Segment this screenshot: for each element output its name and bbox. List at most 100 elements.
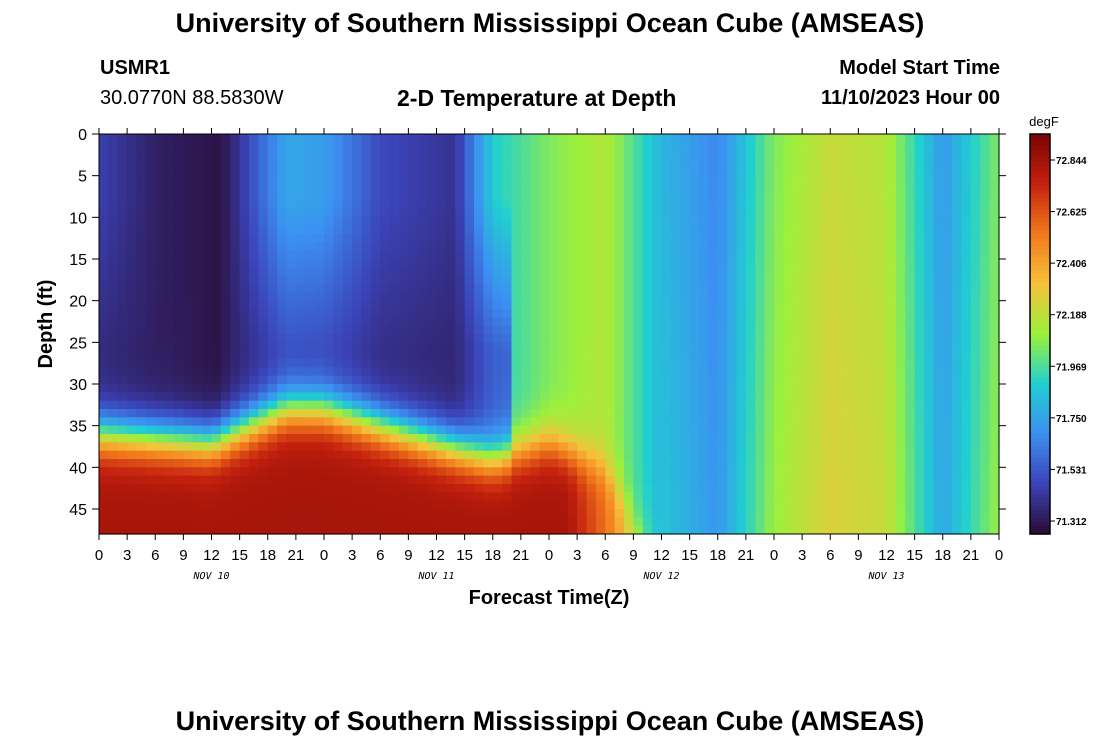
heatmap-cell [745,342,756,352]
heatmap-cell [314,259,325,268]
heatmap-cell [267,434,278,443]
heatmap-cell [108,309,119,318]
heatmap-cell [727,334,738,343]
heatmap-cell [811,350,822,360]
heatmap-cell [436,434,447,443]
heatmap-cell [117,175,128,185]
heatmap-cell [924,184,934,193]
heatmap-cell [933,484,944,493]
x-tick-label: 3 [123,547,131,564]
heatmap-cell [108,467,119,477]
heatmap-cell [802,384,813,393]
heatmap-cell [680,450,691,460]
heatmap-cell [427,267,438,277]
heatmap-cell [427,450,438,460]
heatmap-cell [324,175,334,185]
heatmap-cell [567,359,578,368]
heatmap-cell [305,409,316,418]
heatmap-cell [680,317,691,327]
heatmap-cell [549,234,559,243]
heatmap-cell [333,259,344,268]
heatmap-cell [670,217,681,227]
heatmap-cell [905,525,916,535]
heatmap-cell [155,234,166,243]
heatmap-cell [605,442,616,452]
heatmap-cell [455,309,466,318]
heatmap-cell [727,484,738,493]
heatmap-cell [642,209,653,218]
heatmap-cell [286,467,297,477]
heatmap-cell [736,242,747,252]
heatmap-cell [895,409,906,418]
heatmap-cell [670,134,681,143]
heatmap-cell [736,334,747,343]
heatmap-cell [314,267,325,277]
heatmap-cell [820,475,831,485]
heatmap-cell [370,400,381,410]
heatmap-cell [624,484,634,493]
heatmap-cell [174,342,184,352]
heatmap-cell [820,150,831,160]
heatmap-cell [680,459,691,468]
heatmap-cell [586,392,597,402]
heatmap-cell [520,425,531,435]
heatmap-cell [708,334,719,343]
heatmap-cell [914,509,925,518]
heatmap-cell [764,384,775,393]
heatmap-cell [961,142,972,152]
heatmap-cell [474,484,484,493]
heatmap-cell [830,167,841,177]
heatmap-cell [905,175,916,185]
heatmap-cell [699,392,709,402]
heatmap-cell [924,217,934,227]
heatmap-cell [286,167,297,177]
heatmap-cell [258,342,269,352]
heatmap-cell [483,134,494,143]
heatmap-cell [624,400,634,410]
heatmap-cell [174,200,184,210]
heatmap-cell [230,342,241,352]
heatmap-cell [464,367,475,377]
x-tick-label: 0 [320,547,328,564]
heatmap-cell [117,525,128,535]
heatmap-cell [258,392,269,402]
heatmap-cell [624,292,634,302]
heatmap-cell [717,300,728,310]
heatmap-cell [342,275,353,285]
heatmap-cell [305,375,316,385]
heatmap-cell [258,375,269,385]
heatmap-cell [895,284,906,293]
heatmap-cell [380,450,391,460]
heatmap-cell [230,350,241,360]
heatmap-cell [652,459,663,468]
heatmap-cell [202,225,213,235]
heatmap-cell [483,292,494,302]
heatmap-cell [567,384,578,393]
heatmap-cell [267,134,278,143]
heatmap-cell [436,467,447,477]
heatmap-cell [586,509,597,518]
heatmap-cell [811,400,822,410]
heatmap-cell [736,384,747,393]
heatmap-cell [652,184,663,193]
heatmap-cell [774,484,784,493]
heatmap-cell [211,434,222,443]
heatmap-cell [736,234,747,243]
heatmap-cell [408,317,419,327]
heatmap-cell [980,459,991,468]
heatmap-cell [549,184,559,193]
heatmap-cell [989,259,1000,268]
heatmap-cell [670,375,681,385]
colorbar-segment [1030,510,1050,515]
heatmap-cell [342,375,353,385]
heatmap-cell [502,484,513,493]
heatmap-cell [324,167,334,177]
y-tick-label: 5 [78,169,87,186]
heatmap-cell [858,317,869,327]
heatmap-cell [352,242,363,252]
heatmap-cell [774,217,784,227]
heatmap-cell [736,225,747,235]
heatmap-cell [783,150,794,160]
heatmap-cell [333,192,344,202]
heatmap-cell [230,209,241,218]
